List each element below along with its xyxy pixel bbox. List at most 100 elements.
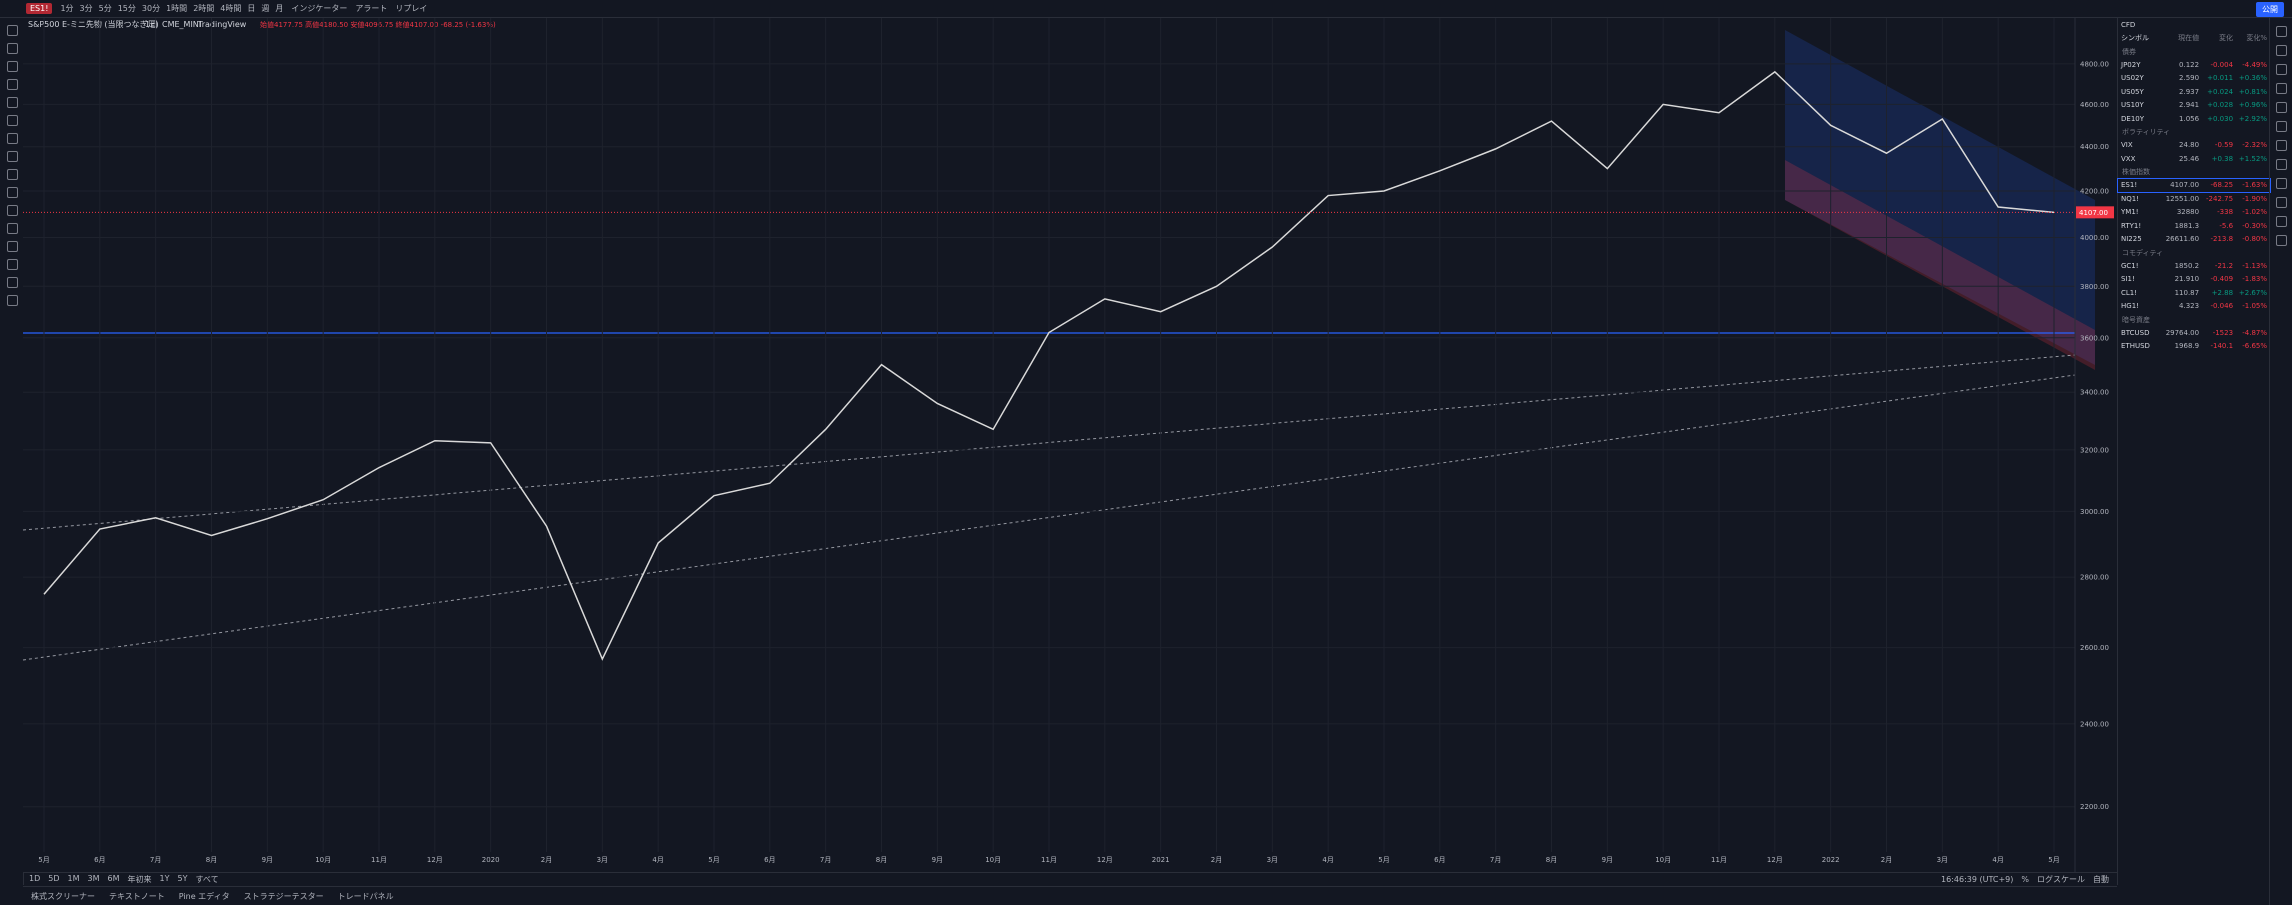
x-tick-label: 4月	[1992, 856, 2003, 864]
y-tick-label: 4400.00	[2080, 143, 2109, 151]
tab[interactable]: Pine エディタ	[178, 891, 230, 901]
x-tick-label: 12月	[1097, 856, 1113, 864]
interval-button[interactable]: 5分	[98, 4, 112, 13]
watchlist-row[interactable]: ES1! 4107.00 -68.25 -1.63%	[2117, 177, 2271, 193]
cell-value: -0.59	[2214, 141, 2234, 150]
cell-value: -1.63%	[2242, 181, 2267, 190]
cell-value: +0.38	[2211, 154, 2234, 163]
watchlist-row[interactable]: YM1! 32880 -338 -1.02%	[2118, 206, 2270, 220]
channel-upper	[1785, 30, 2095, 365]
tab[interactable]: トレードパネル	[337, 891, 394, 901]
x-tick-label: 6月	[94, 856, 105, 864]
interval-button[interactable]: 2時間	[193, 4, 215, 13]
tab[interactable]: ストラテジーテスター	[243, 891, 324, 901]
range-button[interactable]: 1D	[29, 873, 41, 883]
watchlist-row[interactable]: VIX 24.80 -0.59 -2.32%	[2118, 139, 2270, 153]
cell-value: 26611.60	[2165, 235, 2200, 244]
interval-button[interactable]: 3分	[79, 4, 93, 13]
watchlist-row[interactable]: JP02Y 0.122 -0.004 -4.49%	[2118, 58, 2270, 72]
y-tick-label: 3000.00	[2080, 508, 2109, 516]
watchlist-row[interactable]: VXX 25.46 +0.38 +1.52%	[2118, 152, 2270, 166]
tab[interactable]: 株式スクリーナー	[31, 891, 95, 901]
y-tick-label: 2600.00	[2080, 644, 2109, 652]
x-tick-label: 9月	[262, 856, 273, 864]
cell-value: 1968.9	[2174, 342, 2200, 351]
y-tick-label: 4800.00	[2080, 60, 2109, 68]
indicators-button[interactable]: インジケーター	[291, 4, 348, 13]
interval-button[interactable]: 日	[247, 4, 256, 13]
cell-value: -0.046	[2210, 302, 2234, 311]
cell-value: -1.83%	[2242, 275, 2267, 284]
cell-value: 1.056	[2179, 114, 2200, 123]
watchlist-row[interactable]: CL1! 110.87 +2.88 +2.67%	[2118, 286, 2270, 300]
cell-symbol: VIX	[2121, 141, 2133, 150]
cell-value: 4107.00	[2170, 181, 2200, 190]
y-tick-label: 3200.00	[2080, 446, 2109, 454]
range-button[interactable]: 5Y	[177, 873, 188, 883]
cell-symbol: US02Y	[2121, 74, 2144, 83]
section-header: 債券	[2122, 47, 2136, 56]
watchlist-row[interactable]: US02Y 2.590 +0.011 +0.36%	[2118, 72, 2270, 86]
watchlist-row[interactable]: DE10Y 1.056 +0.030 +2.92%	[2118, 112, 2270, 126]
watchlist-row[interactable]: NI225 26611.60 -213.8 -0.80%	[2118, 233, 2270, 247]
percent-toggle[interactable]: %	[2021, 874, 2029, 884]
watchlist-row[interactable]: ETHUSD 1968.9 -140.1 -6.65%	[2118, 340, 2270, 354]
y-tick-label: 4600.00	[2080, 101, 2109, 109]
cell-value: -242.75	[2206, 194, 2234, 203]
cell-value: -0.80%	[2242, 235, 2267, 244]
x-tick-label: 11月	[1041, 856, 1057, 864]
interval-button[interactable]: 1時間	[166, 4, 188, 13]
interval-button[interactable]: 15分	[117, 4, 136, 13]
alert-button[interactable]: アラート	[355, 4, 388, 13]
watchlist-row[interactable]: NQ1! 12551.00 -242.75 -1.90%	[2118, 192, 2270, 206]
y-tick-label: 3600.00	[2080, 334, 2109, 342]
cell-value: -338	[2217, 208, 2234, 217]
column-header: 変化%	[2246, 34, 2267, 43]
publish-button[interactable]: 公開	[2256, 2, 2284, 17]
x-tick-label: 11月	[1711, 856, 1727, 864]
tab[interactable]: テキストノート	[109, 891, 165, 901]
cell-symbol: YM1!	[2121, 208, 2139, 217]
watchlist-row[interactable]: US05Y 2.937 +0.024 +0.81%	[2118, 85, 2270, 99]
auto-toggle[interactable]: 自動	[2093, 874, 2109, 884]
x-tick-label: 6月	[1434, 856, 1445, 864]
interval-button[interactable]: 30分	[141, 4, 161, 13]
range-button[interactable]: 3M	[87, 873, 100, 883]
watchlist-row[interactable]: BTCUSD 29764.00 -1523 -4.87%	[2118, 326, 2270, 340]
watchlist-row[interactable]: HG1! 4.323 -0.046 -1.05%	[2118, 300, 2270, 314]
range-button[interactable]: 1M	[67, 873, 80, 883]
cell-value: -0.004	[2210, 60, 2234, 69]
column-header: シンボル	[2121, 34, 2149, 43]
cell-symbol: NI225	[2121, 235, 2142, 244]
interval-button[interactable]: 週	[261, 4, 270, 13]
range-button[interactable]: 6M	[107, 873, 120, 883]
range-button[interactable]: 年初来	[127, 874, 152, 884]
watchlist-name[interactable]: CFD	[2121, 20, 2136, 29]
range-button[interactable]: 5D	[48, 873, 60, 883]
cell-value: +2.88	[2211, 288, 2234, 297]
symbol-button[interactable]: ES1!	[26, 3, 53, 14]
cell-value: -0.30%	[2242, 221, 2267, 230]
x-tick-label: 7月	[150, 856, 161, 864]
cell-symbol: SI1!	[2121, 275, 2135, 284]
watchlist-row[interactable]: US10Y 2.941 +0.028 +0.96%	[2118, 99, 2270, 113]
watchlist-row[interactable]: GC1! 1850.2 -21.2 -1.13%	[2118, 259, 2270, 273]
log-toggle[interactable]: ログスケール	[2037, 874, 2085, 884]
cell-value: +0.96%	[2238, 101, 2267, 110]
watchlist-row[interactable]: SI1! 21.910 -0.409 -1.83%	[2118, 273, 2270, 287]
interval-button[interactable]: 4時間	[220, 4, 242, 13]
cell-value: -1523	[2212, 328, 2234, 337]
range-button[interactable]: すべて	[195, 874, 219, 884]
cell-value: -1.02%	[2242, 208, 2267, 217]
section-header: ボラティリティ	[2122, 128, 2171, 136]
interval-button[interactable]: 1分	[60, 4, 74, 13]
watchlist-row[interactable]: RTY1! 1881.3 -5.6 -0.30%	[2118, 219, 2270, 233]
replay-button[interactable]: リプレイ	[395, 4, 428, 13]
cell-value: 32880	[2176, 208, 2200, 217]
interval-button[interactable]: 月	[275, 4, 284, 13]
cell-value: -140.1	[2210, 342, 2234, 351]
range-button[interactable]: 1Y	[159, 873, 170, 883]
last-price-box	[2076, 206, 2114, 219]
cell-value: -1.90%	[2242, 194, 2267, 203]
